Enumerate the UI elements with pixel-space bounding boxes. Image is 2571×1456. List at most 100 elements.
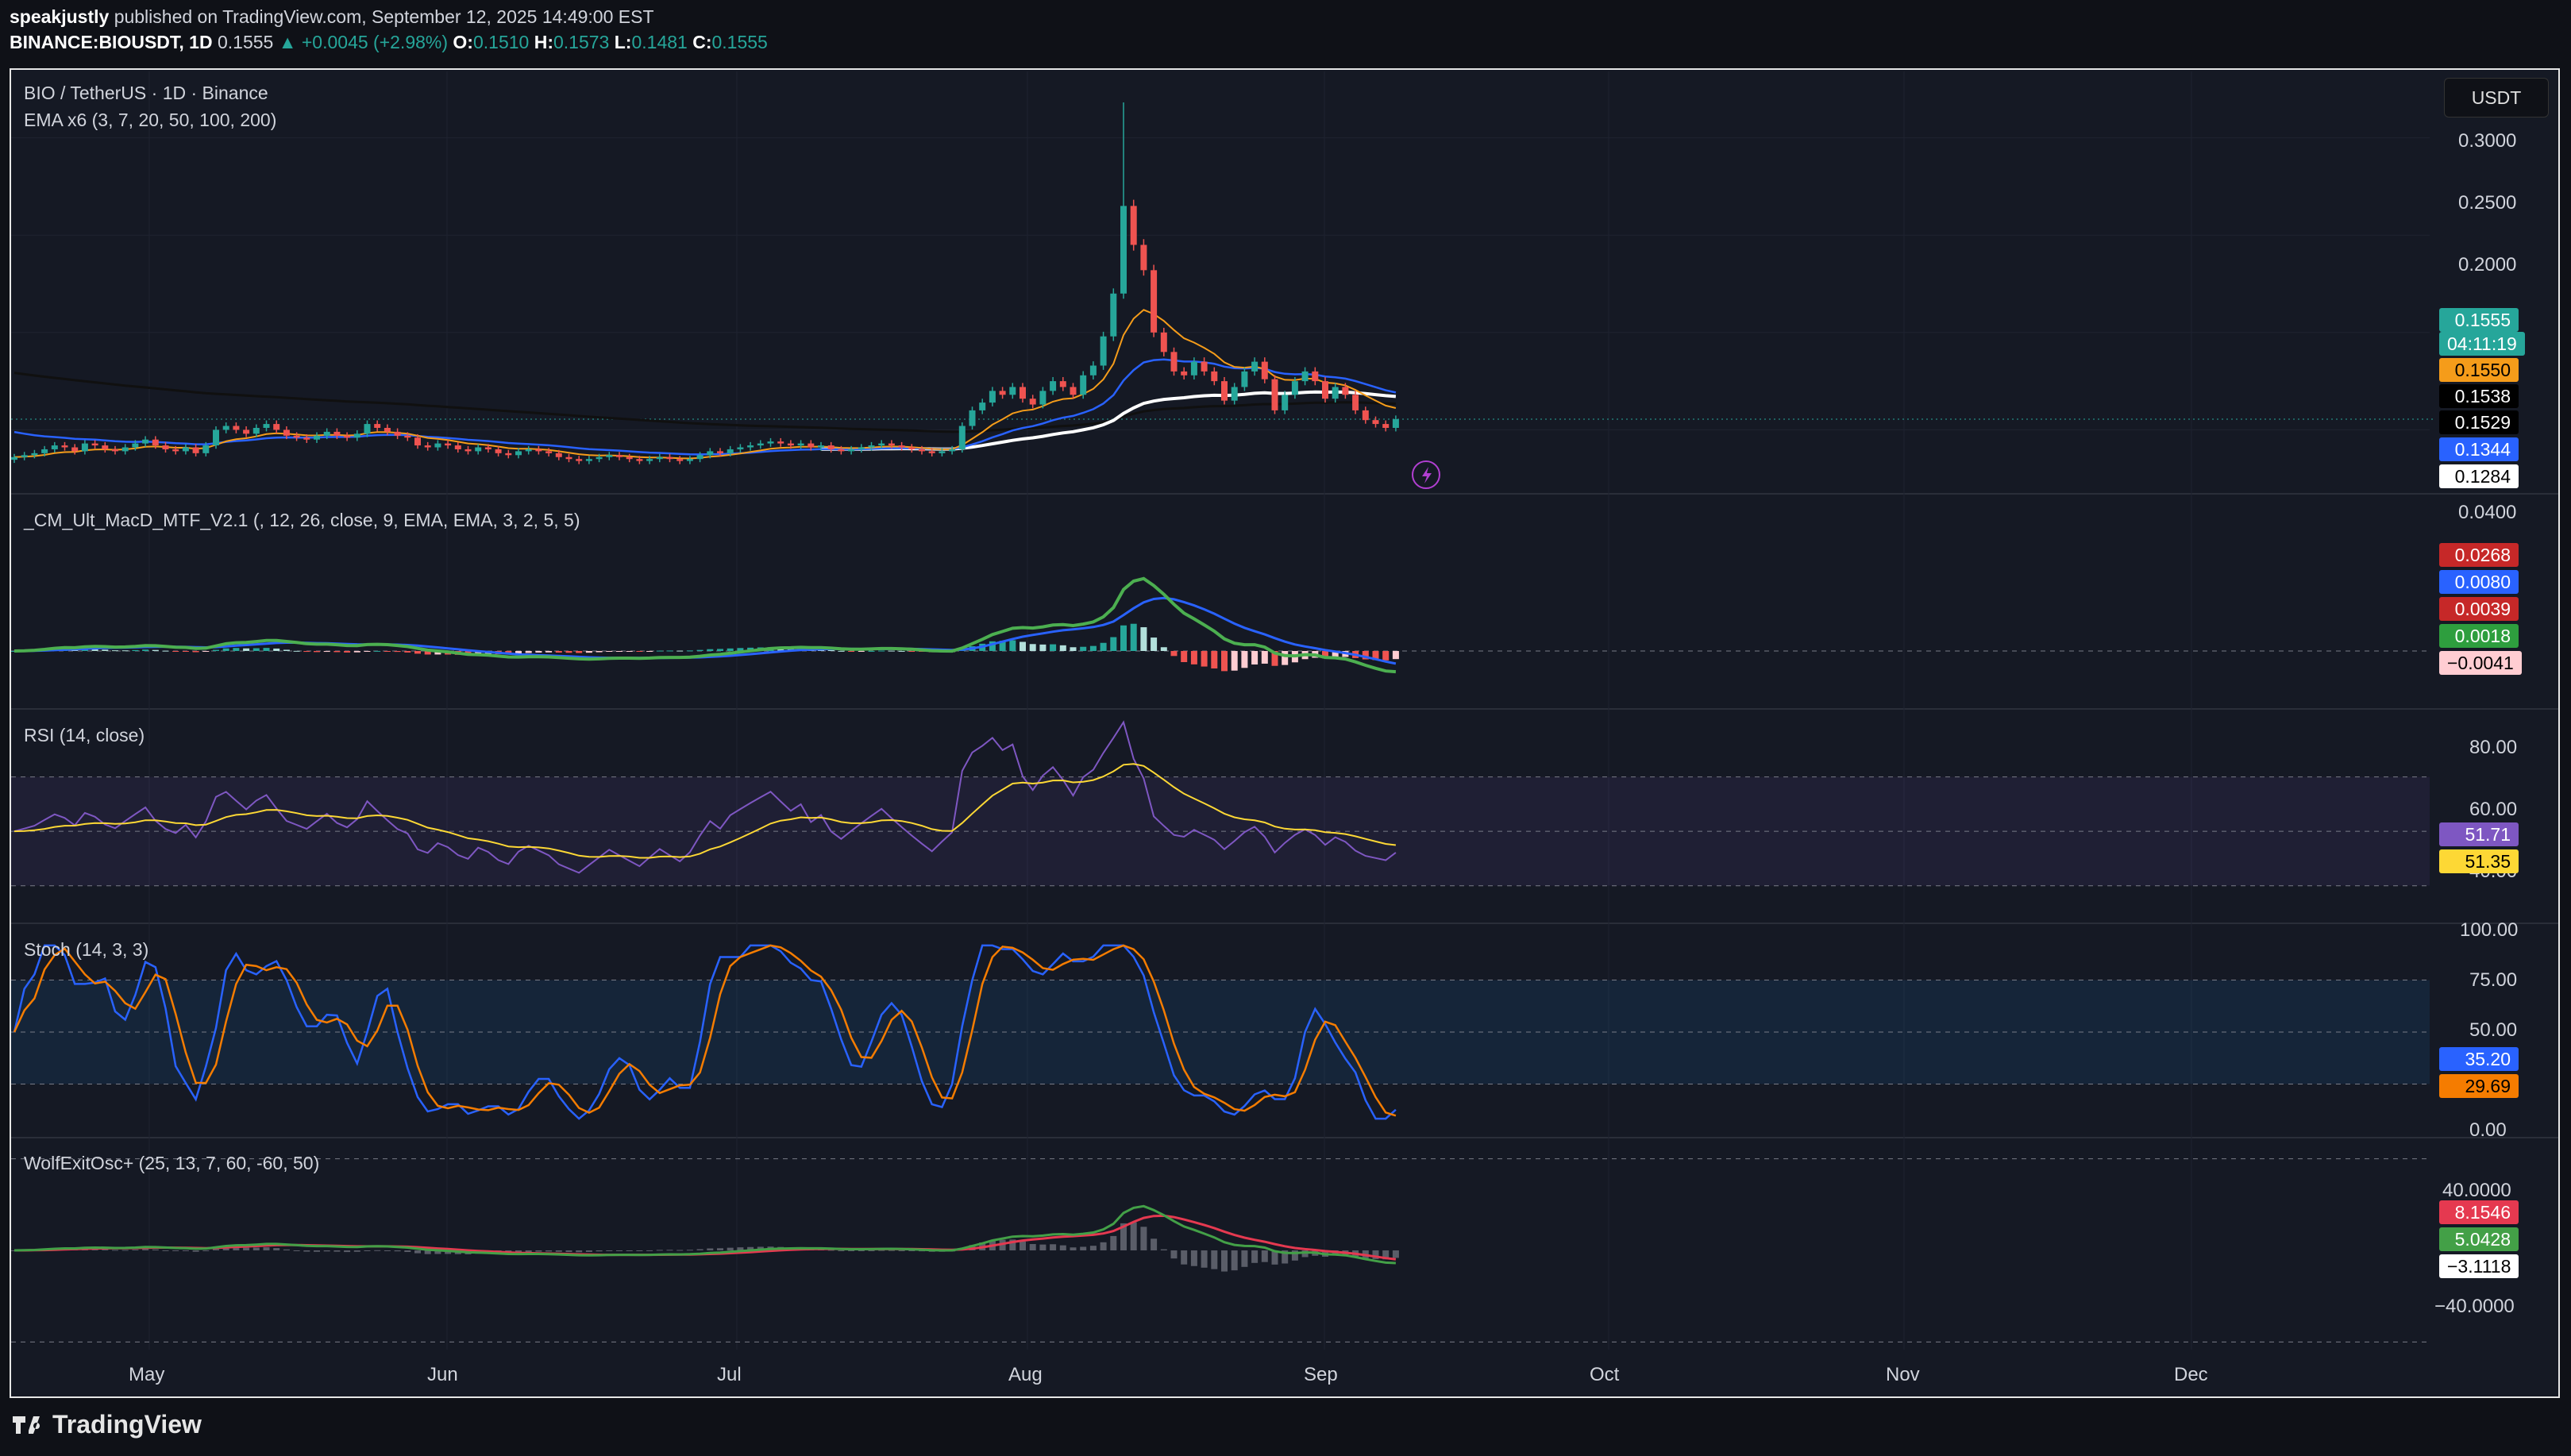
candle-body (636, 459, 643, 461)
macd-hist-bar (102, 649, 109, 651)
macd-hist-bar (1089, 645, 1097, 651)
ema-legend[interactable]: EMA x6 (3, 7, 20, 50, 100, 200) (24, 110, 277, 130)
macd-hist-bar (727, 648, 734, 651)
candle-body (585, 459, 592, 461)
x-tick-aug: Aug (1008, 1364, 1043, 1385)
wolf-hist-bar (565, 1250, 572, 1253)
macd-hist-bar (1100, 642, 1107, 651)
macd-hist-bar (182, 651, 189, 652)
macd-hist-bar (1392, 651, 1399, 660)
open-value: 0.1510 (472, 32, 530, 52)
macd-hist-bar (1241, 651, 1248, 668)
candle-body (91, 443, 98, 446)
price-tick: 0.2500 (2458, 192, 2517, 214)
macd-hist-bar (273, 648, 280, 651)
candle-body (1362, 410, 1369, 421)
candle-body (81, 443, 88, 452)
rsi-legend[interactable]: RSI (14, close) (24, 725, 145, 745)
low-label: L: (614, 32, 632, 52)
candle-body (293, 435, 300, 438)
high-value: 0.1573 (553, 32, 610, 52)
candle-body (958, 426, 966, 449)
candle-body (41, 449, 48, 453)
candle-body (888, 443, 895, 446)
candle-body (656, 456, 663, 460)
wolf-hist-bar (737, 1247, 744, 1250)
candle-body (1221, 381, 1228, 401)
macd-hist-bar (606, 651, 613, 652)
macd-hist-bar (364, 651, 371, 652)
wolf-hist-bar (1140, 1227, 1147, 1250)
candle-body (1151, 270, 1158, 333)
macd-hist-bar (515, 651, 522, 654)
candle-body (827, 445, 835, 449)
candle-body (686, 459, 693, 461)
macd-hist-bar (1020, 641, 1026, 651)
macd-hist-bar (333, 651, 341, 653)
candle-body (243, 429, 250, 434)
macd-hist-bar (213, 649, 219, 651)
candle-body (727, 449, 734, 453)
wolf-hist-bar (1181, 1250, 1188, 1265)
wolf-hist-bar (626, 1250, 633, 1251)
wolf-hist-bar (636, 1250, 643, 1251)
macd-hist-bar (676, 650, 684, 652)
author-name[interactable]: speakjustly (10, 6, 110, 27)
wolf-hist-bar (364, 1250, 371, 1251)
macd-hist-bar (162, 650, 169, 652)
candle-body (233, 426, 240, 430)
flash-icon-bolt (1422, 467, 1432, 483)
candle-body (162, 445, 169, 449)
ema100-badge: 0.1284 (2439, 464, 2519, 488)
candle-body (152, 439, 159, 446)
macd-hist-bar (1059, 645, 1066, 651)
wolf-hist-bar (1100, 1242, 1107, 1250)
wolf-hist-bar (525, 1250, 532, 1253)
candle-body (1332, 387, 1339, 399)
candle-body (515, 451, 522, 456)
wolf-hist-bar (1301, 1250, 1309, 1258)
candle-body (142, 439, 149, 444)
wolf-hist-bar (192, 1250, 199, 1252)
macd-hist-bar (1140, 627, 1147, 651)
macd-hist-bar (1231, 651, 1238, 671)
wolf-hist-bar (1009, 1239, 1016, 1250)
candle-body (1020, 387, 1026, 399)
candle-body (454, 445, 461, 449)
macd-hist-bar (121, 650, 129, 652)
macd-hist-bar (81, 649, 88, 651)
wolf-hist-bar (1221, 1250, 1228, 1272)
wolf-hist-bar (747, 1246, 754, 1250)
chart-frame[interactable] (10, 68, 2560, 1398)
candle-body (838, 449, 845, 452)
candle-body (1241, 371, 1248, 387)
wolf-hist-bar (545, 1250, 553, 1252)
currency-button[interactable]: USDT (2444, 78, 2549, 117)
macd-legend[interactable]: _CM_Ult_MacD_MTF_V2.1 (, 12, 26, close, … (24, 510, 580, 530)
wolf-hist-bar (394, 1250, 401, 1252)
x-tick-jul: Jul (717, 1364, 742, 1385)
wolf-hist-bar (1291, 1250, 1298, 1261)
stoch-legend[interactable]: Stoch (14, 3, 3) (24, 939, 149, 960)
macd-hist-bar (1282, 651, 1289, 665)
macd-hist-bar (1160, 647, 1167, 651)
candle-body (283, 429, 290, 436)
macd-hist-bar (1029, 644, 1036, 651)
candle-body (797, 443, 804, 446)
candle-body (1301, 371, 1309, 382)
wolf-hist-bar (646, 1250, 653, 1251)
candle-body (787, 443, 794, 446)
wolf-legend[interactable]: WolfExitOsc+ (25, 13, 7, 60, -60, 50) (24, 1153, 320, 1173)
candle-body (1050, 381, 1057, 391)
candle-body (1070, 387, 1077, 395)
tradingview-logo[interactable]: TradingView (11, 1410, 202, 1439)
wolf-hist-bar (1170, 1250, 1178, 1259)
macd-hist-bar (878, 650, 885, 652)
wolf-hist-bar (182, 1250, 189, 1251)
macd-hist-bar (394, 651, 401, 653)
candle-body (404, 435, 411, 438)
wolf-hist-bar (1020, 1241, 1026, 1250)
macd-hist-bar (424, 651, 431, 655)
macd-hist-bar (252, 648, 260, 651)
